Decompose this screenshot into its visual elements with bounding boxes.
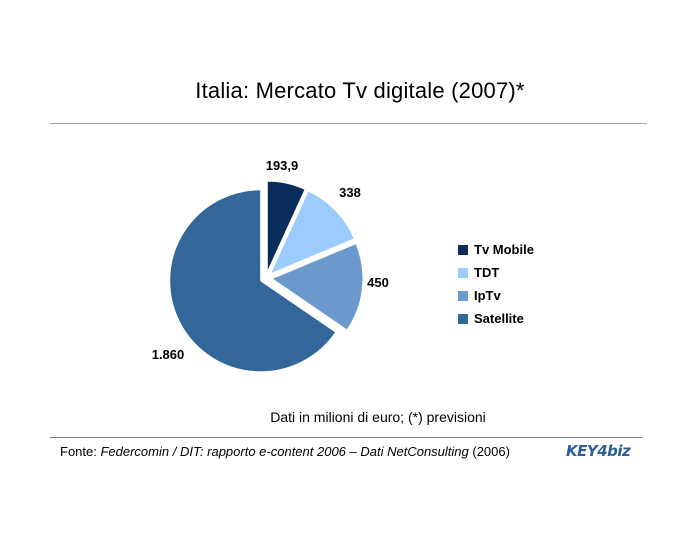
source-prefix: Fonte: (60, 444, 101, 459)
legend-item-iptv: IpTv (458, 284, 534, 307)
legend-label: IpTv (474, 288, 501, 303)
source-italic: Federcomin / DIT: rapporto e-content 200… (100, 444, 469, 459)
source-line: Fonte: Federcomin / DIT: rapporto e-cont… (60, 444, 510, 459)
chart-title: Italia: Mercato Tv digitale (2007)* (195, 78, 525, 103)
legend-swatch (458, 313, 468, 324)
pie-slice-iptv (270, 242, 364, 331)
legend-item-satellite: Satellite (458, 307, 534, 330)
chart-note: Dati in milioni di euro; (*) previsioni (270, 409, 486, 425)
legend-item-tv-mobile: Tv Mobile (458, 238, 534, 261)
legend-swatch (458, 267, 468, 278)
key4biz-logo: KEY4biz (566, 442, 631, 460)
legend-label: Tv Mobile (474, 242, 534, 257)
data-label-tdt: 338 (339, 185, 361, 200)
legend-swatch (458, 290, 468, 301)
legend-item-tdt: TDT (458, 261, 534, 284)
data-label-iptv: 450 (367, 275, 389, 290)
data-label-tv-mobile: 193,9 (266, 158, 299, 173)
source-suffix: (2006) (468, 444, 510, 459)
data-label-satellite: 1.860 (152, 347, 185, 362)
legend-swatch (458, 244, 468, 255)
pie-slice-tdt (269, 190, 355, 275)
bottom-divider (50, 437, 642, 438)
legend: Tv Mobile TDT IpTv Satellite (458, 238, 534, 330)
pie-slice-satellite (169, 189, 337, 373)
legend-label: Satellite (474, 311, 524, 326)
top-divider (50, 123, 647, 124)
legend-label: TDT (474, 265, 500, 280)
pie-slice-tv-mobile (266, 180, 306, 273)
